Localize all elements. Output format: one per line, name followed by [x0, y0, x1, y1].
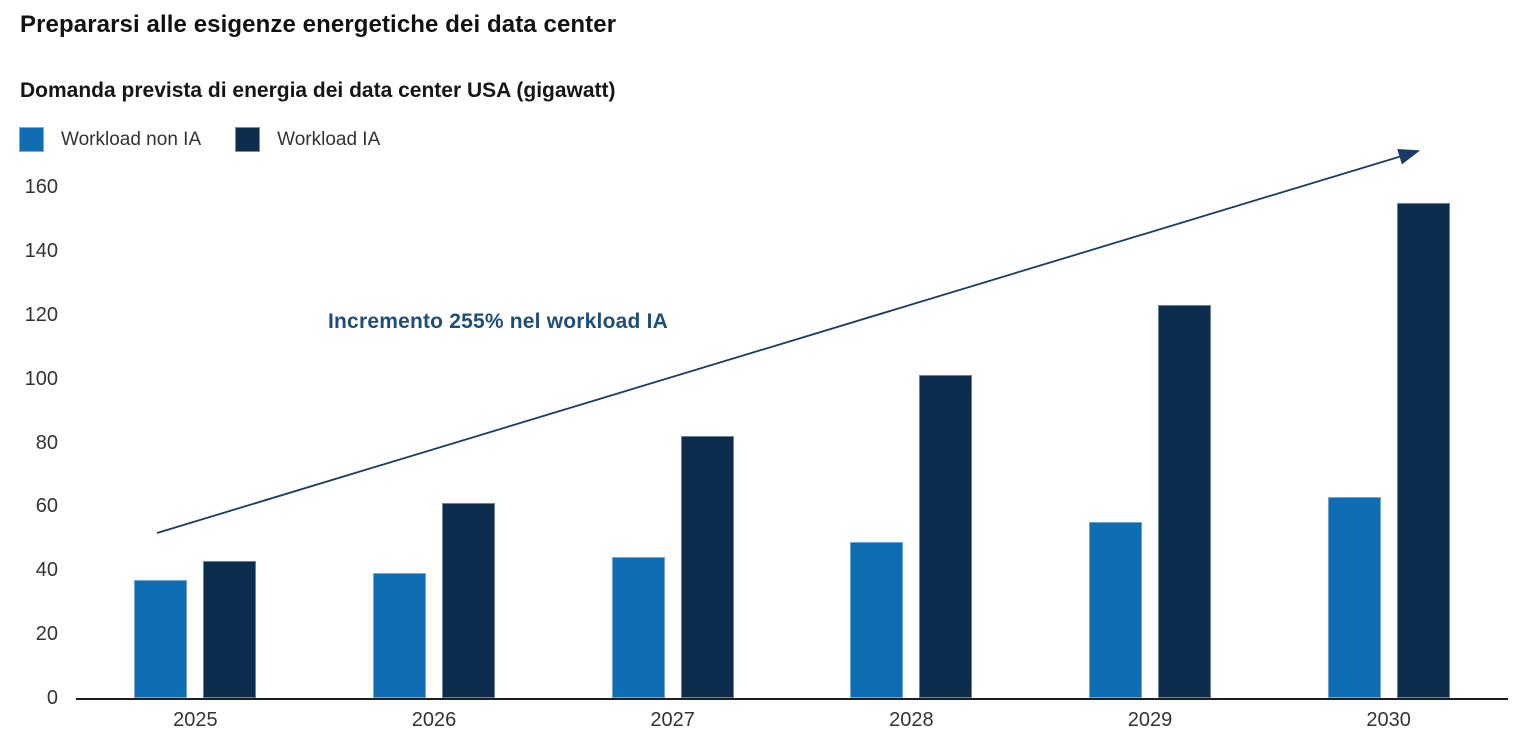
y-axis-tick-label: 20 — [35, 623, 58, 646]
y-axis-tick-label: 120 — [24, 303, 58, 326]
bar-workload-ia-2026 — [442, 503, 495, 698]
y-axis-tick-label: 80 — [35, 431, 58, 454]
legend-swatch-icon — [19, 127, 44, 152]
y-axis-tick-label: 140 — [24, 239, 58, 262]
chart-subtitle: Domanda prevista di energia dei data cen… — [20, 79, 616, 102]
bar-workload-ia-2028 — [919, 375, 973, 698]
y-axis-tick-label: 40 — [35, 559, 58, 582]
bar-workload-ia-2027 — [680, 436, 734, 698]
bar-workload-non-ia-2025 — [134, 579, 188, 698]
x-axis-line — [76, 698, 1508, 700]
y-axis-tick-label: 100 — [24, 367, 58, 390]
chart-title: Prepararsi alle esigenze energetiche dei… — [20, 11, 617, 38]
bar-workload-ia-2025 — [203, 560, 257, 698]
bar-workload-non-ia-2027 — [611, 557, 665, 698]
y-axis-tick-label: 0 — [46, 687, 58, 709]
y-axis-tick-label: 60 — [35, 495, 58, 518]
x-axis-tick-label: 2027 — [650, 709, 695, 731]
legend: Workload non IA Workload IA — [19, 127, 380, 152]
legend-item-workload-non-ia: Workload non IA — [19, 127, 201, 152]
legend-label: Workload IA — [277, 128, 381, 150]
legend-item-workload-ia: Workload IA — [235, 127, 380, 152]
x-axis-tick-label: 2026 — [411, 709, 457, 731]
x-axis-tick-label: 2029 — [1127, 709, 1173, 731]
x-axis-tick-label: 2025 — [173, 709, 218, 731]
bar-workload-non-ia-2026 — [373, 573, 426, 698]
bar-workload-non-ia-2028 — [850, 541, 904, 698]
annotation-label: Incremento 255% nel workload IA — [328, 310, 668, 333]
bar-workload-ia-2029 — [1158, 305, 1211, 698]
x-axis-tick-label: 2030 — [1366, 709, 1411, 731]
bar-workload-non-ia-2029 — [1089, 522, 1142, 698]
legend-swatch-icon — [235, 127, 261, 152]
bar-workload-ia-2030 — [1396, 202, 1450, 698]
y-axis-tick-label: 160 — [24, 176, 58, 198]
bar-workload-non-ia-2030 — [1327, 496, 1381, 698]
legend-label: Workload non IA — [61, 128, 202, 150]
x-axis-tick-label: 2028 — [889, 709, 934, 731]
